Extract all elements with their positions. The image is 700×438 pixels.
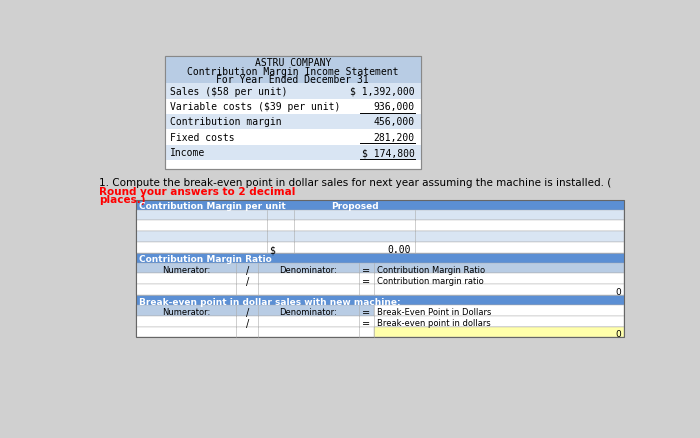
Text: Denominator:: Denominator:: [279, 265, 337, 274]
Bar: [136, 305, 624, 316]
Text: 936,000: 936,000: [373, 102, 414, 112]
Text: /: /: [246, 276, 248, 286]
Text: Contribution Margin Ratio: Contribution Margin Ratio: [377, 265, 486, 274]
Bar: [136, 200, 624, 210]
Text: $: $: [270, 244, 276, 254]
Text: 456,000: 456,000: [373, 117, 414, 127]
Bar: [374, 305, 624, 316]
Bar: [374, 327, 624, 338]
Text: Fixed costs: Fixed costs: [169, 132, 235, 142]
Text: Numerator:: Numerator:: [162, 265, 210, 274]
Text: $ 1,392,000: $ 1,392,000: [350, 86, 414, 96]
Bar: [136, 285, 624, 295]
Text: Sales ($58 per unit): Sales ($58 per unit): [169, 86, 287, 96]
Text: For Year Ended December 31: For Year Ended December 31: [216, 75, 370, 85]
Text: 281,200: 281,200: [373, 132, 414, 142]
Text: 0.00: 0.00: [387, 244, 411, 254]
Bar: [136, 316, 624, 327]
Bar: [136, 210, 624, 221]
Text: Variable costs ($39 per unit): Variable costs ($39 per unit): [169, 102, 340, 112]
Bar: [136, 327, 624, 338]
Bar: [136, 263, 624, 274]
Text: Break-Even Point in Dollars: Break-Even Point in Dollars: [377, 307, 491, 317]
Text: Contribution margin ratio: Contribution margin ratio: [377, 276, 484, 285]
Bar: [136, 295, 624, 305]
Text: 1. Compute the break-even point in dollar sales for next year assuming the machi: 1. Compute the break-even point in dolla…: [99, 178, 611, 188]
Text: 0: 0: [615, 287, 621, 296]
Bar: [136, 232, 624, 242]
Text: Income: Income: [169, 148, 205, 158]
Text: Contribution Margin Income Statement: Contribution Margin Income Statement: [187, 67, 398, 76]
Text: Round your answers to 2 decimal: Round your answers to 2 decimal: [99, 186, 295, 196]
Text: 0: 0: [615, 329, 621, 338]
Bar: [165, 84, 421, 99]
Bar: [165, 57, 421, 84]
Bar: [165, 57, 421, 170]
Text: /: /: [246, 318, 248, 328]
Bar: [136, 200, 624, 253]
Text: ASTRU COMPANY: ASTRU COMPANY: [255, 58, 331, 68]
Text: Break-even point in dollar sales with new machine:: Break-even point in dollar sales with ne…: [139, 297, 400, 306]
Bar: [136, 242, 624, 253]
Bar: [165, 99, 421, 115]
Text: Numerator:: Numerator:: [162, 307, 210, 317]
Text: =: =: [363, 276, 370, 286]
Text: Denominator:: Denominator:: [279, 307, 337, 317]
Text: Proposed: Proposed: [330, 201, 378, 211]
Bar: [165, 145, 421, 161]
Bar: [136, 221, 624, 232]
Text: Contribution Margin Ratio: Contribution Margin Ratio: [139, 254, 272, 264]
Text: places.): places.): [99, 194, 146, 205]
Bar: [136, 200, 624, 338]
Text: /: /: [246, 265, 248, 276]
Text: Contribution margin: Contribution margin: [169, 117, 281, 127]
Text: Contribution Margin per unit: Contribution Margin per unit: [139, 201, 286, 211]
Bar: [165, 130, 421, 145]
Text: $ 174,800: $ 174,800: [362, 148, 414, 158]
Text: =: =: [363, 307, 370, 318]
Text: Break-even point in dollars: Break-even point in dollars: [377, 318, 491, 327]
Text: =: =: [363, 265, 370, 276]
Bar: [165, 115, 421, 130]
Text: /: /: [246, 307, 248, 318]
Bar: [136, 253, 624, 263]
Bar: [136, 274, 624, 285]
Text: =: =: [363, 318, 370, 328]
Bar: [165, 57, 421, 170]
